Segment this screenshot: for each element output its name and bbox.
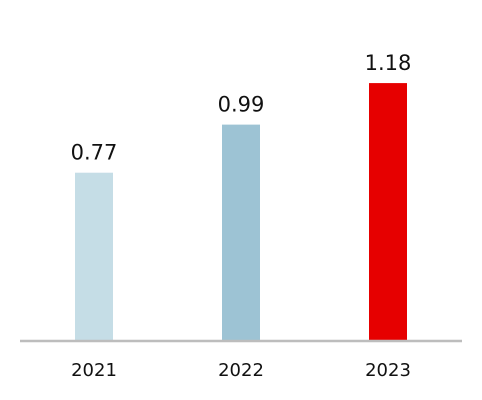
x-tick-labels-layer: 2021 2022 2023 (71, 360, 411, 381)
x-tick-label-2022: 2022 (218, 360, 264, 381)
value-label-2023: 1.18 (365, 51, 412, 75)
value-label-2021: 0.77 (71, 141, 118, 165)
value-label-2022: 0.99 (218, 93, 265, 117)
x-tick-label-2021: 2021 (71, 360, 117, 381)
bar-2022 (222, 124, 260, 341)
x-tick-label-2023: 2023 (365, 360, 411, 381)
value-labels-layer: 0.77 0.99 1.18 (71, 51, 412, 165)
bar-2021 (75, 172, 113, 341)
bars-layer (75, 83, 407, 341)
bar-2023 (369, 83, 407, 341)
